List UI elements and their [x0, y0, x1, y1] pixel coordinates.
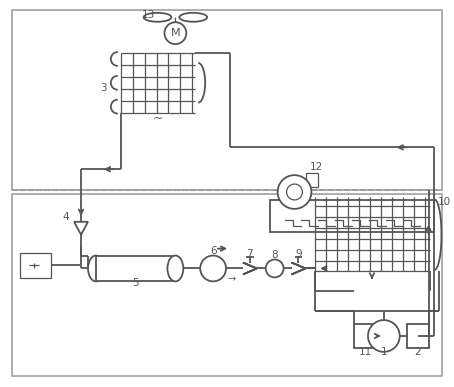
Polygon shape: [74, 222, 88, 235]
Circle shape: [164, 22, 186, 44]
Bar: [20, 253, 51, 278]
Text: 12: 12: [310, 162, 323, 172]
Text: 13: 13: [142, 10, 155, 20]
Circle shape: [368, 320, 400, 352]
Text: M: M: [171, 28, 180, 38]
Ellipse shape: [179, 13, 207, 22]
Text: 2: 2: [415, 347, 421, 357]
Bar: [96, 255, 175, 281]
Text: 11: 11: [358, 347, 372, 357]
Text: 3: 3: [101, 83, 107, 93]
Circle shape: [278, 175, 311, 209]
Bar: [407, 324, 429, 348]
Ellipse shape: [88, 255, 104, 281]
Ellipse shape: [168, 255, 183, 281]
Text: ~: ~: [152, 112, 163, 125]
Text: 9: 9: [295, 248, 302, 259]
Ellipse shape: [143, 13, 172, 22]
Bar: [354, 324, 376, 348]
Polygon shape: [291, 262, 306, 274]
Text: 1: 1: [380, 347, 387, 357]
Bar: [306, 173, 318, 187]
Circle shape: [266, 260, 284, 277]
Bar: [11, 10, 443, 190]
Circle shape: [200, 255, 226, 281]
Text: 5: 5: [133, 278, 139, 288]
Polygon shape: [243, 262, 257, 274]
Text: 6: 6: [210, 246, 217, 255]
Bar: [270, 200, 434, 232]
Text: →: →: [228, 274, 236, 284]
Circle shape: [286, 184, 302, 200]
Text: 4: 4: [63, 212, 69, 222]
Text: 8: 8: [271, 250, 278, 260]
Text: 7: 7: [247, 248, 253, 259]
Text: 10: 10: [438, 197, 451, 207]
Bar: [11, 194, 443, 376]
